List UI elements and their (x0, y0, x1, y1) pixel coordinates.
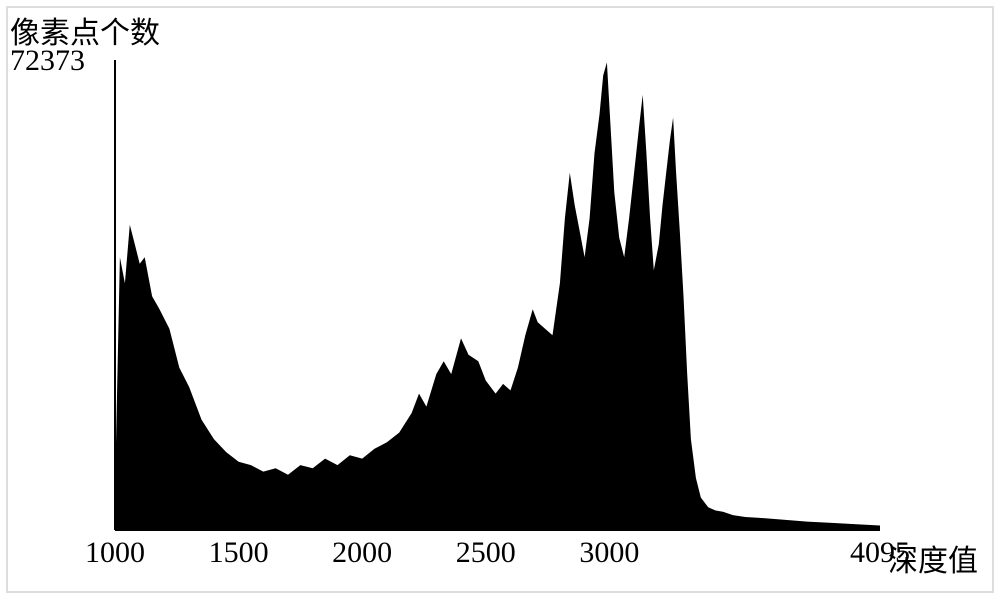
x-tick-label: 1500 (209, 536, 269, 570)
histogram-plot (0, 0, 1000, 599)
x-tick-label: 2000 (332, 536, 392, 570)
x-tick-label: 4095 (850, 536, 910, 570)
x-tick-label: 1000 (85, 536, 145, 570)
histogram-area (115, 62, 880, 530)
x-tick-label: 2500 (456, 536, 516, 570)
x-tick-label: 3000 (579, 536, 639, 570)
